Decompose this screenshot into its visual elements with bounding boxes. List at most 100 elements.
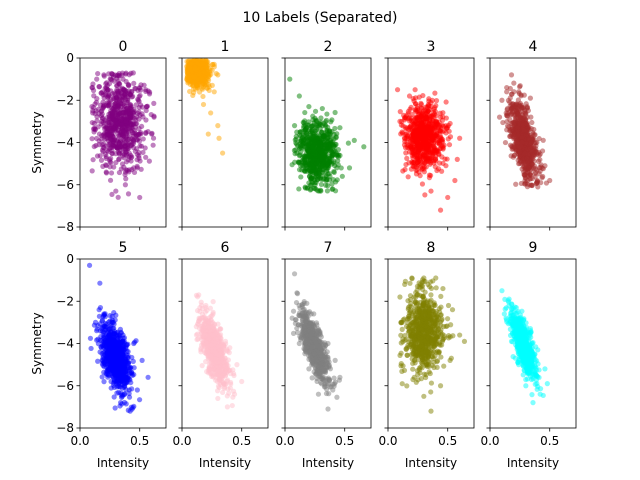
data-point xyxy=(94,76,100,82)
data-point xyxy=(308,182,314,188)
data-point xyxy=(312,108,319,114)
data-point xyxy=(100,99,106,105)
data-point xyxy=(215,123,221,129)
data-point xyxy=(211,61,217,67)
data-point xyxy=(204,64,210,70)
data-point xyxy=(504,127,510,133)
data-point xyxy=(120,374,126,380)
data-point xyxy=(421,111,427,117)
data-point xyxy=(208,110,214,116)
data-point xyxy=(514,102,520,108)
data-point xyxy=(536,135,542,142)
data-point xyxy=(90,108,96,114)
data-point xyxy=(324,188,331,194)
panel-title: 1 xyxy=(221,39,230,55)
data-point xyxy=(519,139,525,145)
data-point xyxy=(206,73,212,79)
data-point xyxy=(334,165,340,171)
data-point xyxy=(309,135,315,141)
data-point xyxy=(319,153,325,159)
data-point xyxy=(429,137,435,143)
data-point xyxy=(219,370,226,376)
data-point xyxy=(351,137,357,143)
data-point xyxy=(408,136,414,143)
data-point xyxy=(106,331,112,337)
data-point xyxy=(229,402,235,409)
data-point xyxy=(439,136,445,142)
data-point xyxy=(527,95,534,101)
data-point xyxy=(231,372,237,379)
data-point xyxy=(511,80,517,86)
data-point xyxy=(414,103,420,109)
data-point xyxy=(339,173,345,179)
data-point xyxy=(104,321,110,327)
data-point xyxy=(215,388,221,394)
data-point xyxy=(94,96,100,102)
data-point xyxy=(220,389,226,396)
data-point xyxy=(123,357,129,364)
data-point xyxy=(431,160,437,166)
panel-title: 5 xyxy=(119,240,128,256)
data-point xyxy=(432,90,438,96)
data-point xyxy=(120,338,126,345)
data-point xyxy=(331,158,337,164)
data-point xyxy=(113,94,119,101)
data-point xyxy=(116,140,123,146)
data-point xyxy=(143,154,149,160)
data-point xyxy=(124,348,130,354)
data-point xyxy=(296,186,302,192)
data-point xyxy=(127,408,133,414)
data-point xyxy=(129,88,135,95)
data-point xyxy=(120,76,126,82)
data-point xyxy=(412,139,418,145)
data-point xyxy=(114,390,120,396)
data-point xyxy=(89,136,95,142)
data-point xyxy=(193,332,200,338)
data-point xyxy=(96,307,102,313)
data-point xyxy=(331,168,337,175)
data-point xyxy=(329,181,335,187)
data-point xyxy=(184,69,190,75)
data-point xyxy=(196,71,202,77)
data-point xyxy=(118,117,124,123)
data-point xyxy=(120,332,126,338)
data-point xyxy=(118,390,124,396)
data-point xyxy=(408,145,415,151)
data-point xyxy=(101,311,107,317)
data-point xyxy=(322,142,329,149)
data-point xyxy=(419,105,425,111)
data-point xyxy=(313,118,319,124)
data-point xyxy=(525,172,531,178)
data-point xyxy=(124,122,130,128)
panel-title: 0 xyxy=(119,39,128,55)
scatter-points xyxy=(184,58,226,156)
data-point xyxy=(124,151,130,157)
data-point xyxy=(199,363,205,369)
data-point xyxy=(107,135,113,142)
data-point xyxy=(528,140,534,146)
data-point xyxy=(296,93,302,99)
data-point xyxy=(121,106,127,112)
data-point xyxy=(511,144,517,150)
data-point xyxy=(515,114,521,120)
data-point xyxy=(103,169,109,175)
data-point xyxy=(318,174,324,181)
data-point xyxy=(130,358,136,364)
data-point xyxy=(521,115,527,121)
data-point xyxy=(421,164,427,170)
data-point xyxy=(137,194,143,201)
data-point xyxy=(318,181,325,188)
data-point xyxy=(423,158,430,164)
data-point xyxy=(130,405,136,411)
data-point xyxy=(113,159,119,166)
data-point xyxy=(103,370,109,377)
data-point xyxy=(524,105,531,111)
data-point xyxy=(416,133,423,140)
data-point xyxy=(418,159,424,165)
data-point xyxy=(420,128,426,134)
data-point xyxy=(332,125,338,132)
data-point xyxy=(123,159,130,165)
data-point xyxy=(294,141,300,147)
panel-4: 4 xyxy=(486,39,577,231)
